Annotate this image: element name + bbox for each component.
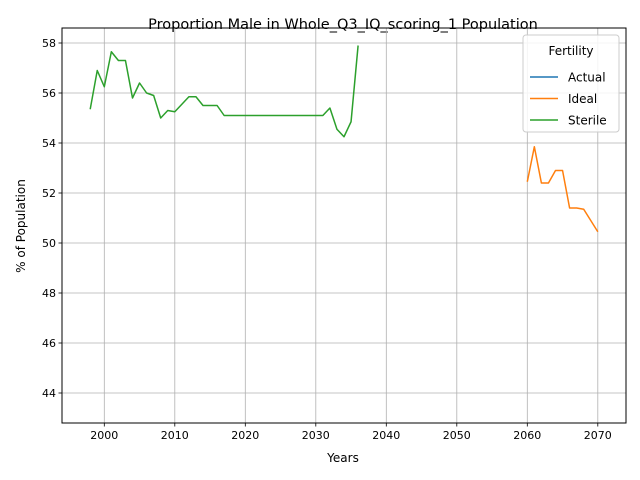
x-tick-label: 2030 (302, 429, 330, 442)
y-tick-label: 54 (42, 137, 56, 150)
legend-item-ideal: Ideal (530, 92, 597, 106)
plot-area (61, 27, 627, 424)
x-tick-label: 2070 (584, 429, 612, 442)
series-line-sterile (89, 45, 359, 138)
x-tick-label: 2000 (90, 429, 118, 442)
x-tick-label: 2040 (372, 429, 400, 442)
legend-items: Actual Ideal Sterile (530, 71, 607, 128)
legend-item-actual: Actual (530, 71, 606, 85)
x-axis: 2000 2010 2020 2030 2040 2050 2060 2070 (90, 423, 612, 442)
y-tick-label: 44 (42, 387, 56, 400)
legend-box (522, 34, 620, 133)
y-tick-label: 52 (42, 187, 56, 200)
y-tick-label: 50 (42, 237, 56, 250)
x-tick-label: 2010 (161, 429, 189, 442)
x-axis-label: Years (326, 451, 359, 465)
series-lines (89, 45, 599, 233)
legend-label: Ideal (568, 92, 597, 106)
y-tick-label: 56 (42, 87, 56, 100)
legend-label: Actual (568, 71, 606, 85)
y-tick-label: 48 (42, 287, 56, 300)
grid (62, 28, 626, 423)
series-line-ideal (526, 146, 599, 233)
chart-title: Proportion Male in Whole_Q3_IQ_scoring_1… (148, 17, 538, 33)
y-axis: 44 46 48 50 52 54 56 58 (42, 37, 62, 400)
legend-label: Sterile (568, 114, 607, 128)
y-axis-label: % of Population (14, 179, 28, 273)
legend-item-sterile: Sterile (530, 114, 607, 128)
x-tick-label: 2050 (443, 429, 471, 442)
x-tick-label: 2020 (231, 429, 259, 442)
legend: Fertility Actual Ideal Sterile (522, 34, 620, 133)
x-tick-label: 2060 (513, 429, 541, 442)
y-tick-label: 46 (42, 337, 56, 350)
y-tick-label: 58 (42, 37, 56, 50)
legend-title: Fertility (548, 44, 593, 58)
